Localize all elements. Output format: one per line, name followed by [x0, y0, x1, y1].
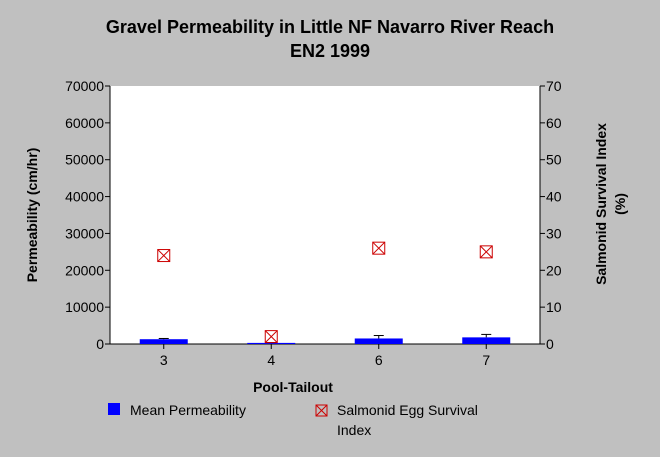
survival-marker [479, 245, 493, 259]
y-tick-label: 70000 [65, 78, 104, 94]
survival-marker-cross [157, 249, 171, 262]
survival-marker-cross [264, 330, 278, 343]
x-tick-label: 7 [482, 352, 490, 368]
survival-marker-cross [479, 245, 493, 259]
y2-tick-label: 60 [546, 115, 562, 131]
x-axis-ticks: 3 4 6 7 [160, 344, 490, 368]
legend-label-survival-line2: Index [337, 422, 371, 438]
legend-label-permeability: Mean Permeability [130, 402, 246, 418]
y2-tick-label: 0 [546, 336, 554, 352]
bar-series [139, 337, 511, 344]
survival-marker-cross [372, 241, 386, 255]
y2-tick-label: 50 [546, 152, 562, 168]
chart-title: Gravel Permeability in Little NF Navarro… [106, 17, 554, 37]
chart-subtitle: EN2 1999 [290, 41, 370, 61]
x-axis-title: Pool-Tailout [253, 379, 333, 395]
bar [354, 338, 403, 344]
y-axis-ticks: 0 10000 20000 30000 40000 50000 60000 70000 [65, 78, 110, 352]
y-axis-title: Permeability (cm/hr) [24, 148, 40, 283]
bar [462, 337, 511, 344]
y-tick-label: 10000 [65, 299, 104, 315]
legend-marker-swatch [315, 404, 328, 417]
x-tick-label: 4 [267, 352, 275, 368]
y-tick-label: 50000 [65, 152, 104, 168]
legend-label-survival-line1: Salmonid Egg Survival [337, 402, 478, 418]
survival-marker-box [157, 249, 171, 263]
y-tick-label: 0 [96, 336, 104, 352]
survival-marker-box [264, 330, 278, 344]
y-tick-label: 60000 [65, 115, 104, 131]
survival-marker-box [372, 241, 386, 255]
y2-axis-ticks: 0 10 20 30 40 50 60 70 [540, 78, 562, 352]
bar [247, 342, 296, 344]
y-tick-label: 40000 [65, 189, 104, 205]
survival-marker [157, 249, 171, 263]
x-tick-label: 3 [160, 352, 168, 368]
survival-marker [372, 241, 386, 255]
y2-tick-label: 10 [546, 299, 562, 315]
y2-tick-label: 40 [546, 189, 562, 205]
y2-axis-title-line2: (%) [612, 193, 628, 215]
bar [139, 339, 188, 344]
y-tick-label: 30000 [65, 225, 104, 241]
plot-area [110, 86, 540, 344]
y2-tick-label: 70 [546, 78, 562, 94]
y-tick-label: 20000 [65, 262, 104, 278]
legend-bar-swatch [108, 403, 120, 415]
y2-tick-label: 20 [546, 262, 562, 278]
marker-series [157, 241, 493, 344]
y2-tick-label: 30 [546, 225, 562, 241]
x-tick-label: 6 [375, 352, 383, 368]
y2-axis-title-line1: Salmonid Survival Index [593, 123, 609, 285]
survival-marker [264, 330, 278, 344]
survival-marker-box [479, 245, 493, 259]
